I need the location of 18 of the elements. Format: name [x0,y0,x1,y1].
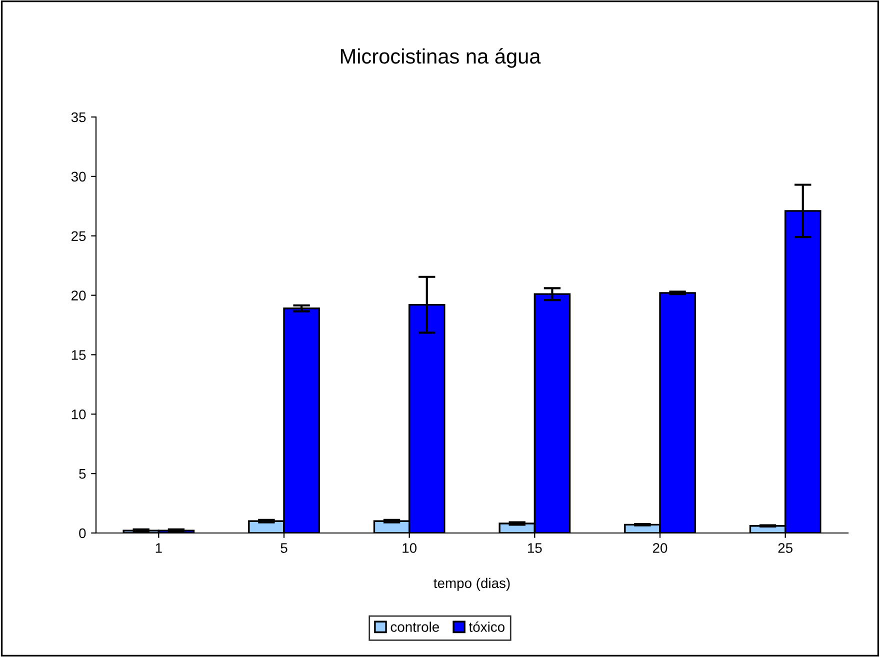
y-tick-label: 25 [72,231,86,242]
legend-label: tóxico [468,622,504,632]
x-tick-label: 10 [402,543,417,553]
y-tick-label: 10 [72,409,86,420]
x-tick-label: 20 [652,543,668,553]
y-tick-label: 15 [72,350,86,360]
legend-label: controle [390,622,440,632]
y-tick-label: 5 [79,469,86,479]
x-tick-label: 5 [280,543,288,553]
chart-title: Microcistinas na água [340,48,541,68]
y-tick-label: 20 [72,290,86,300]
x-tick-label: 1 [156,543,162,553]
y-tick-label: 35 [71,112,86,122]
y-tick-label: 30 [71,172,86,182]
x-axis-title: tempo (dias) [434,578,510,591]
x-tick-label: 25 [778,543,792,553]
y-tick-label: 0 [79,528,86,538]
x-tick-label: 15 [528,543,542,553]
